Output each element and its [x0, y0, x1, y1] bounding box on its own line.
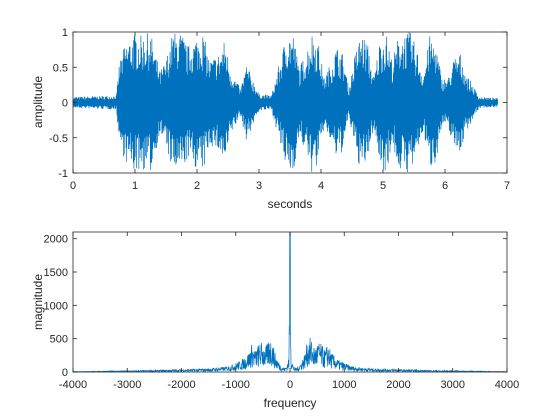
- time-plot-ylabel: amplitude: [31, 76, 45, 128]
- y-tick-label: 500: [50, 334, 68, 346]
- x-tick-label: -4000: [59, 379, 87, 391]
- spectrum-plot-ylabel: magnitude: [31, 274, 45, 330]
- x-tick-label: 6: [442, 180, 448, 192]
- x-tick-label: 3000: [441, 379, 465, 391]
- x-tick-label: 5: [380, 180, 386, 192]
- y-tick-label: -1: [58, 168, 68, 180]
- time-plot-waveform: [72, 32, 499, 173]
- y-tick-label: 0: [62, 367, 68, 379]
- spectrum-plot-xlabel: frequency: [264, 396, 317, 410]
- x-tick-label: 4000: [495, 379, 519, 391]
- spectrum-plot-xticks: -4000 -3000 -2000 -1000 0 1000 2000 3000 4000: [59, 232, 519, 391]
- x-tick-label: -1000: [222, 379, 250, 391]
- spectrum-plot: -4000 -3000 -2000 -1000 0 1000 2000 3000 4000 0 5…: [31, 231, 519, 410]
- y-tick-label: 1500: [44, 267, 68, 279]
- x-tick-label: 2: [194, 180, 200, 192]
- x-tick-label: 0: [70, 180, 76, 192]
- x-tick-label: 7: [504, 180, 510, 192]
- y-tick-label: 2000: [44, 234, 68, 246]
- y-tick-label: -0.5: [49, 133, 68, 145]
- time-plot-yticks: -1 -0.5 0 0.5 1: [49, 27, 507, 180]
- time-plot-xticks: 0 1 2 3 4 5 6 7: [70, 32, 510, 192]
- x-tick-label: 2000: [386, 379, 410, 391]
- waveform-line: [72, 32, 499, 173]
- time-plot-xlabel: seconds: [268, 197, 313, 211]
- y-tick-label: 0: [62, 98, 68, 110]
- x-tick-label: 0: [287, 379, 293, 391]
- y-tick-label: 1: [62, 27, 68, 39]
- x-tick-label: 1: [132, 180, 138, 192]
- x-tick-label: 3: [256, 180, 262, 192]
- x-tick-label: -3000: [113, 379, 141, 391]
- spectrum-plot-yticks: 0 500 1000 1500 2000: [44, 234, 507, 379]
- x-tick-label: 4: [318, 180, 324, 192]
- x-tick-label: -2000: [167, 379, 195, 391]
- time-plot: 0 1 2 3 4 5 6 7 -1 -0.5 0 0.5 1 seconds amplitude: [31, 27, 510, 211]
- x-tick-label: 1000: [332, 379, 356, 391]
- y-tick-label: 1000: [44, 300, 68, 312]
- y-tick-label: 0.5: [53, 62, 68, 74]
